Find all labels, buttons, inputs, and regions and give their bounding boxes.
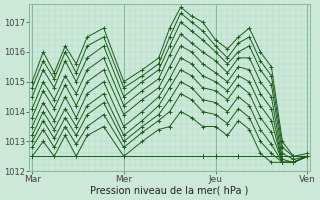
X-axis label: Pression niveau de la mer( hPa ): Pression niveau de la mer( hPa ) — [91, 186, 249, 196]
